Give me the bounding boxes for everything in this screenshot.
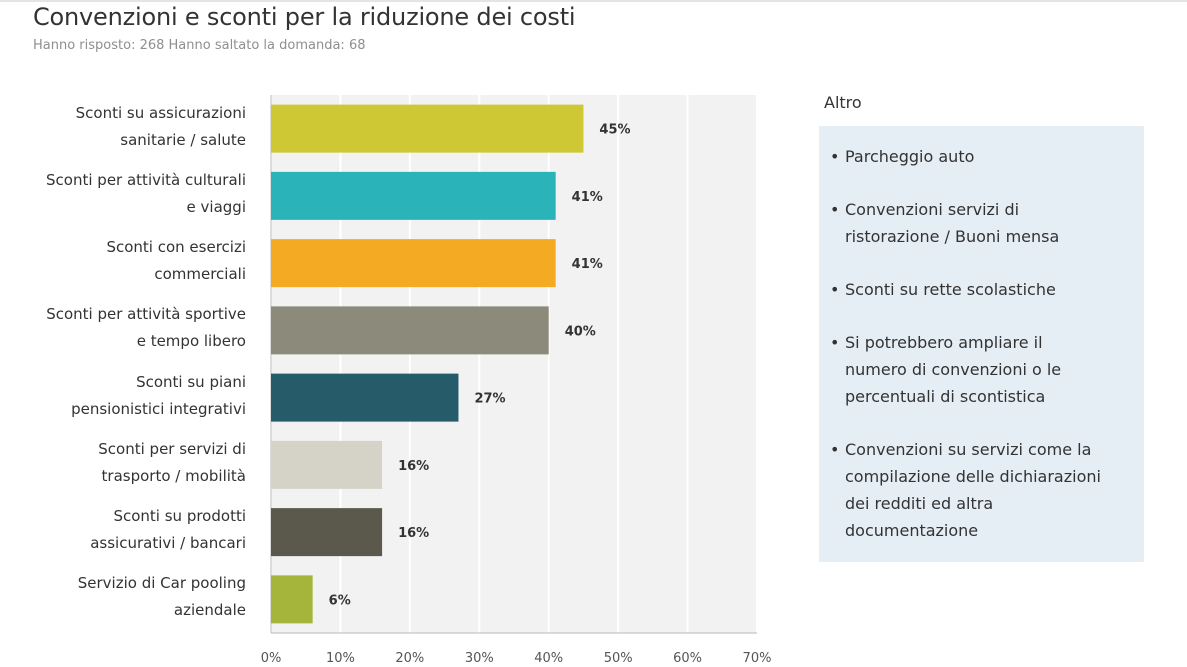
other-response-line: Sconti su rette scolastiche	[845, 280, 1056, 299]
other-response-line: Si potrebbero ampliare il	[845, 333, 1043, 352]
other-response-line: Convenzioni su servizi come la	[845, 440, 1092, 459]
bar	[271, 440, 383, 489]
bar	[271, 239, 556, 288]
category-label: Sconti per attività sportive e tempo libe…	[0, 301, 246, 355]
bar-value-label: 16%	[398, 526, 429, 541]
other-response-line: percentuali di scontistica	[845, 387, 1046, 406]
other-response-text: Si potrebbero ampliare il numero di conve…	[845, 329, 1130, 410]
other-response-item: • Convenzioni servizi di ristorazione / Bu…	[830, 196, 1130, 250]
bar	[271, 575, 313, 624]
bar-chart: 0% 10% 20% 30% 40% 50% 60% 70% 45% 41% 41% 40% 27% 16…	[261, 95, 772, 666]
category-label-line: Sconti per attività sportive	[46, 305, 246, 324]
bar	[271, 373, 459, 422]
bullet-icon: •	[830, 333, 840, 352]
category-label-line: Sconti su prodotti	[113, 507, 246, 526]
category-label: Sconti su piani pensionistici integrativi	[0, 369, 246, 423]
other-response-line: dei redditi ed altra	[845, 494, 994, 513]
category-label: Sconti su assicurazioni sanitarie / salut…	[0, 100, 246, 154]
bar-value-label: 27%	[474, 392, 505, 407]
other-response-item: • Parcheggio auto	[830, 143, 1130, 170]
bar-value-label: 41%	[572, 190, 603, 205]
category-label-line: Servizio di Car pooling	[77, 574, 246, 593]
category-label-line: sanitarie / salute	[120, 130, 246, 149]
category-label-line: Sconti su piani	[136, 372, 246, 391]
bullet-icon: •	[830, 280, 840, 299]
category-label-line: Sconti con esercizi	[106, 238, 246, 257]
other-response-text: Convenzioni servizi di ristorazione / Buo…	[845, 196, 1130, 250]
other-response-text: Convenzioni su servizi come la compilazio…	[845, 436, 1130, 544]
x-tick-label: 40%	[534, 651, 563, 666]
other-response-text: Parcheggio auto	[845, 143, 1130, 170]
category-label: Sconti su prodotti assicurativi / bancari	[0, 503, 246, 557]
bar-value-label: 6%	[329, 593, 351, 608]
category-label-line: e viaggi	[186, 197, 246, 216]
x-tick-label: 20%	[395, 651, 424, 666]
bar	[271, 104, 584, 153]
category-label-line: trasporto / mobilità	[101, 466, 246, 485]
category-label-line: commerciali	[154, 265, 246, 284]
bar-value-label: 45%	[599, 123, 630, 138]
category-label-line: Sconti per servizi di	[98, 439, 246, 458]
other-response-text: Sconti su rette scolastiche	[845, 276, 1130, 303]
category-label: Sconti per attività culturali e viaggi	[0, 167, 246, 221]
other-response-line: Convenzioni servizi di	[845, 200, 1020, 219]
other-response-item: • Sconti su rette scolastiche	[830, 276, 1130, 303]
x-tick-label: 70%	[743, 651, 772, 666]
other-response-line: ristorazione / Buoni mensa	[845, 227, 1060, 246]
x-tick-label: 10%	[326, 651, 355, 666]
bullet-icon: •	[830, 147, 840, 166]
bar-value-label: 16%	[398, 459, 429, 474]
category-label: Sconti per servizi di trasporto / mobilit…	[0, 436, 246, 490]
category-label-line: pensionistici integrativi	[71, 399, 246, 418]
bar-value-label: 41%	[572, 257, 603, 272]
category-label-line: Sconti su assicurazioni	[75, 103, 246, 122]
bar	[271, 171, 556, 220]
x-tick-label: 0%	[261, 651, 282, 666]
page-title: Convenzioni e sconti per la riduzione de…	[33, 3, 576, 31]
category-label: Sconti con esercizi commerciali	[0, 234, 246, 288]
bullet-icon: •	[830, 200, 840, 219]
category-label: Servizio di Car pooling aziendale	[0, 570, 246, 624]
category-label-line: e tempo libero	[136, 332, 246, 351]
bar	[271, 508, 383, 557]
x-tick-label: 50%	[604, 651, 633, 666]
bar	[271, 306, 549, 355]
other-response-line: Parcheggio auto	[845, 147, 975, 166]
category-label-line: aziendale	[173, 601, 246, 620]
other-response-line: documentazione	[845, 521, 979, 540]
bullet-icon: •	[830, 440, 840, 459]
other-response-item: • Si potrebbero ampliare il numero di conv…	[830, 329, 1130, 410]
other-response-line: compilazione delle dichiarazioni	[845, 467, 1101, 486]
other-response-item: • Convenzioni su servizi come la compilazi…	[830, 436, 1130, 544]
other-responses-box: • Parcheggio auto • Convenzioni servizi di r…	[819, 126, 1144, 562]
x-tick-label: 60%	[673, 651, 702, 666]
bar-value-label: 40%	[565, 324, 596, 339]
top-divider	[0, 0, 1187, 2]
other-title: Altro	[824, 93, 862, 112]
category-label-line: Sconti per attività culturali	[46, 170, 246, 189]
response-summary: Hanno risposto: 268 Hanno saltato la dom…	[33, 38, 366, 53]
category-label-line: assicurativi / bancari	[90, 534, 246, 553]
other-response-line: numero di convenzioni o le	[845, 360, 1062, 379]
x-tick-label: 30%	[465, 651, 494, 666]
